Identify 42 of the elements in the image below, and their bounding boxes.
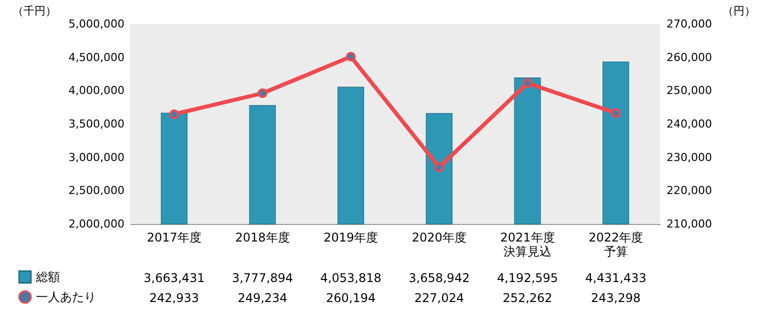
data-label: 242,933 <box>149 291 199 305</box>
data-label: 260,194 <box>326 291 376 305</box>
y2-tick-label: 240,000 <box>666 118 712 130</box>
y2-tick-label: 260,000 <box>666 50 712 64</box>
data-label: 4,192,595 <box>496 271 558 285</box>
y2-tick-label: 230,000 <box>666 150 712 164</box>
point <box>169 109 180 120</box>
data-label: 243,298 <box>591 291 641 305</box>
data-label: 249,234 <box>238 291 288 305</box>
y-tick-label: 2,000,000 <box>68 218 124 230</box>
data-label: 3,658,942 <box>408 271 470 285</box>
x-tick-label: 2022年度予算 <box>588 230 644 258</box>
point <box>346 52 356 62</box>
data-label: 227,024 <box>414 291 464 305</box>
data-label: 4,053,818 <box>320 271 382 285</box>
y-axis-title: （千円） <box>12 4 56 18</box>
data-label: 4,431,433 <box>585 271 646 285</box>
point <box>610 108 621 118</box>
legend-label: 総額 <box>35 270 60 284</box>
x-tick-label: 2017年度 <box>146 230 202 244</box>
y2-tick-label: 270,000 <box>666 18 712 30</box>
data-label: 3,777,894 <box>232 271 294 285</box>
point <box>258 88 268 98</box>
point <box>522 78 532 88</box>
y-tick-label: 4,000,000 <box>68 84 124 98</box>
data-label: 252,262 <box>502 291 552 305</box>
y-tick-label: 3,000,000 <box>68 150 124 164</box>
x-tick-label: 2018年度 <box>235 230 290 244</box>
y2-tick-label: 250,000 <box>666 84 712 98</box>
y-tick-label: 5,000,000 <box>68 18 124 30</box>
y2-tick-label: 210,000 <box>666 218 712 230</box>
x-tick-label: 2019年度 <box>324 230 378 244</box>
x-tick-label: 2021年度決算見込 <box>500 230 555 258</box>
y2-axis-title: （円） <box>722 4 756 18</box>
legend-label: 一人あたり <box>36 290 96 304</box>
y-tick-label: 2,500,000 <box>68 184 124 198</box>
y-tick-label: 3,500,000 <box>68 118 124 130</box>
point <box>434 162 444 172</box>
data-label: 3,663,431 <box>144 271 205 285</box>
y2-tick-label: 220,000 <box>666 184 712 198</box>
y-tick-label: 4,500,000 <box>68 50 124 64</box>
x-tick-label: 2020年度 <box>412 230 466 244</box>
